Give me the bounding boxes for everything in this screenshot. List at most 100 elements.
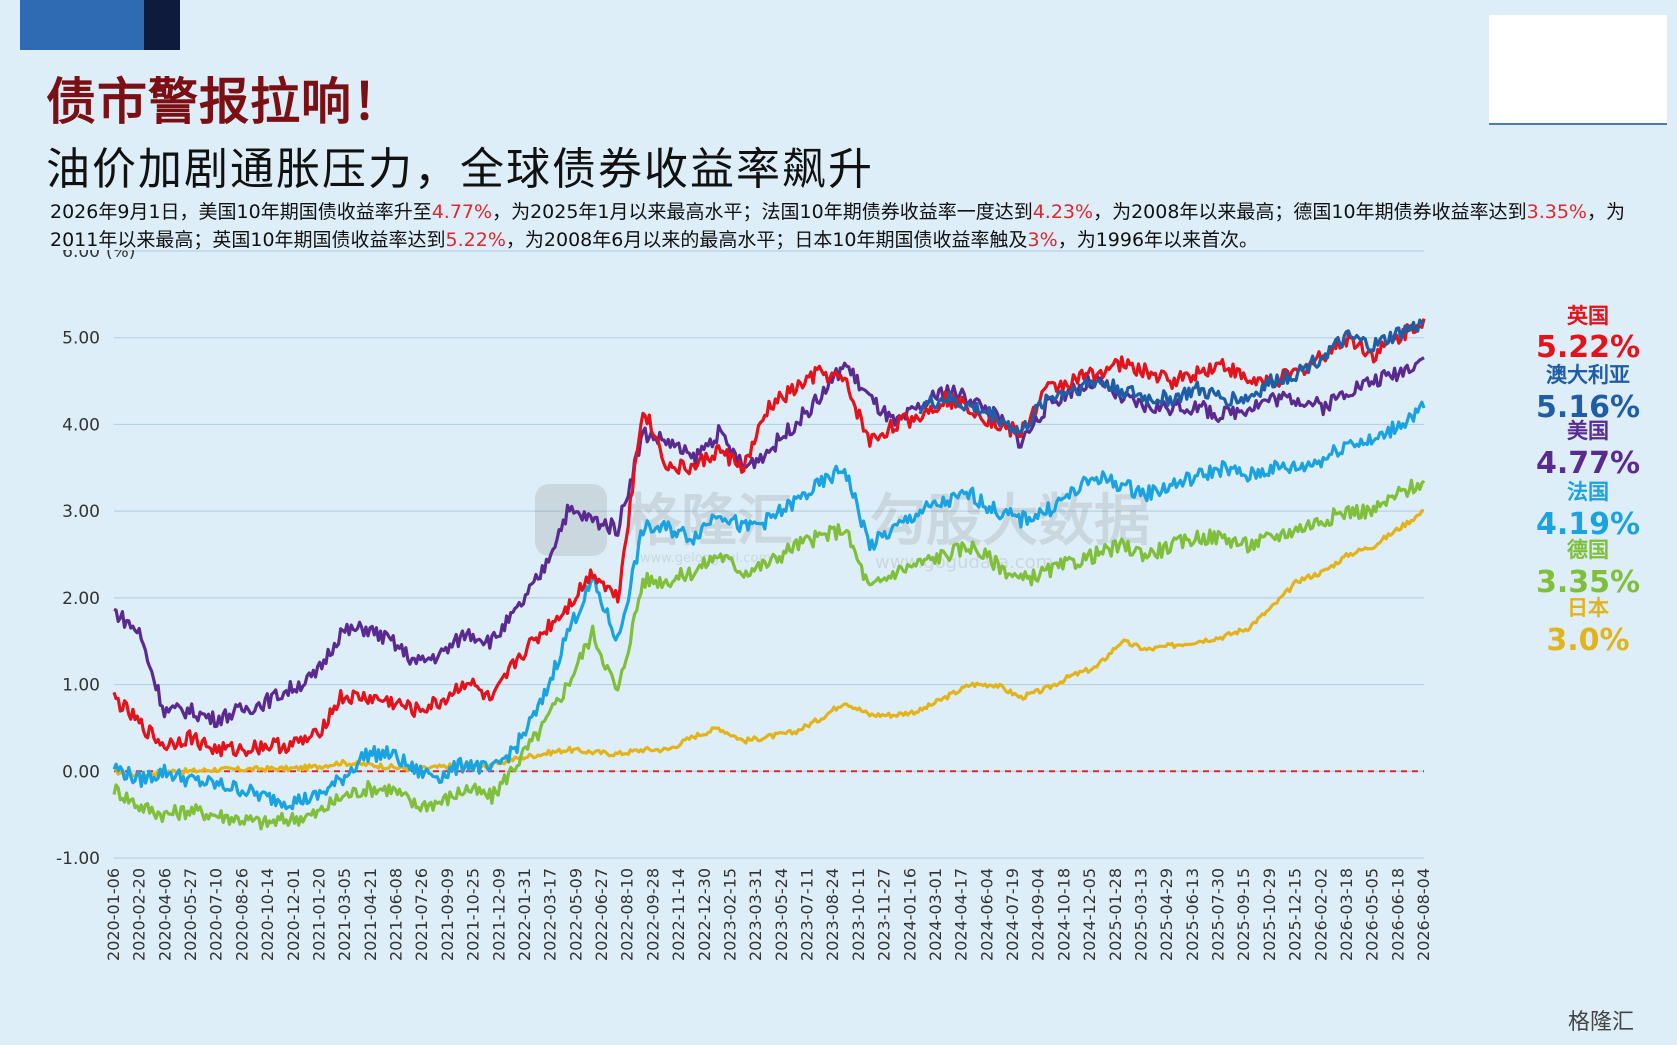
x-tick-label: 2026-05-05 (1363, 868, 1382, 961)
x-tick-label: 2023-05-24 (772, 868, 791, 961)
y-tick-label: 1.00 (62, 676, 100, 696)
x-tick-label: 2020-08-26 (232, 868, 251, 961)
x-tick-label: 2025-10-29 (1260, 868, 1279, 961)
desc-text: ，为2011年以来最高；英国10年期国债收益率达到 (50, 201, 1625, 251)
x-tick-label: 2022-05-09 (566, 868, 585, 961)
desc-text: ，为2008年6月以来的最高水平；日本10年期国债收益率触及 (505, 229, 1028, 251)
x-tick-label: 2023-02-15 (720, 868, 739, 961)
x-tick-label: 2026-02-02 (1311, 868, 1330, 961)
x-tick-label: 2020-10-14 (258, 868, 277, 961)
watermark-logo-icon (535, 484, 607, 556)
x-tick-label: 2024-06-04 (977, 868, 996, 961)
x-tick-label: 2022-03-17 (541, 868, 560, 961)
y-tick-label: -1.00 (56, 849, 100, 869)
y-tick-label: 5.00 (62, 329, 100, 349)
end-label-value-australia: 5.16% (1536, 390, 1640, 425)
x-tick-label: 2024-09-04 (1029, 868, 1048, 961)
highlight-value: 3.35% (1526, 201, 1587, 223)
header-accent-blue (20, 0, 144, 50)
x-tick-label: 2025-12-15 (1286, 868, 1305, 961)
x-tick-label: 2022-12-30 (695, 868, 714, 961)
end-labels: 英国5.22%澳大利亚 5.16%美国 4.77%法国 4.19%德国 3.35%日本 3… (1536, 304, 1640, 658)
series-line-germany (112, 478, 1426, 831)
x-tick-label: 2022-06-27 (592, 868, 611, 961)
x-tick-label: 2026-03-18 (1337, 868, 1356, 961)
y-tick-label: 0.00 (62, 762, 100, 782)
series-line-france (112, 400, 1426, 811)
end-label-country-australia: 澳大利亚 (1546, 363, 1630, 387)
end-label-value-uk: 5.22% (1536, 330, 1640, 365)
highlight-value: 4.77% (431, 201, 493, 223)
x-tick-label: 2023-08-24 (823, 868, 842, 961)
x-tick-label: 2022-08-10 (618, 868, 637, 961)
x-tick-label: 2022-11-14 (669, 868, 688, 961)
x-tick-label: 2024-04-17 (952, 868, 971, 961)
y-tick-label: 2.00 (62, 589, 100, 609)
end-label-country-japan: 日本 (1567, 596, 1609, 620)
x-tick-label: 2020-12-01 (284, 868, 303, 961)
end-label-value-france: 4.19% (1536, 507, 1640, 542)
watermark-brand-left: 格隆汇 (625, 489, 793, 554)
end-label-country-uk: 英国 (1567, 304, 1609, 328)
desc-text: ，为1996年以来首次。 (1057, 229, 1259, 251)
y-tick-label: 6.00 (62, 250, 100, 262)
end-label-value-us: 4.77% (1536, 446, 1640, 481)
end-label-value-germany: 3.35% (1536, 565, 1640, 600)
x-tick-label: 2021-09-09 (438, 868, 457, 961)
series-lines (112, 318, 1426, 831)
watermark-brand-right: 勾股大数据 (870, 489, 1150, 554)
end-label-country-france: 法国 (1567, 480, 1609, 504)
watermark: 格隆汇 www.gelonghui.com 勾股大数据 www.gogudata… (535, 484, 1150, 573)
x-tick-label: 2025-03-13 (1131, 868, 1150, 961)
highlight-value: 4.23% (1032, 201, 1094, 223)
x-tick-label: 2025-06-13 (1183, 868, 1202, 961)
x-tick-label: 2023-11-27 (875, 868, 894, 961)
end-label-country-us: 美国 (1567, 419, 1609, 443)
x-axis: 2020-01-06 2020-02-20 2020-04-06 2020-05-27… (104, 868, 1433, 961)
chart-grid (114, 250, 1424, 859)
end-label-country-germany: 德国 (1567, 538, 1609, 562)
x-tick-label: 2025-07-30 (1209, 868, 1228, 961)
y-tick-label: 3.00 (62, 502, 100, 522)
x-tick-label: 2023-03-31 (746, 868, 765, 961)
highlight-value: 3% (1027, 229, 1058, 251)
y-unit-label: (%) (106, 250, 135, 262)
series-line-australia (918, 318, 1425, 435)
x-tick-label: 2024-10-18 (1054, 868, 1073, 961)
x-tick-label: 2022-01-31 (515, 868, 534, 961)
x-tick-label: 2023-07-11 (798, 868, 817, 961)
x-tick-label: 2026-08-04 (1414, 868, 1433, 961)
x-tick-label: 2024-07-19 (1003, 868, 1022, 961)
x-tick-label: 2021-04-21 (361, 868, 380, 961)
end-label-value-japan: 3.0% (1546, 623, 1629, 658)
x-tick-label: 2024-12-05 (1080, 868, 1099, 961)
y-tick-label: 4.00 (62, 415, 100, 435)
x-tick-label: 2020-04-06 (155, 868, 174, 961)
series-line-us (113, 356, 1425, 729)
x-tick-label: 2020-07-10 (207, 868, 226, 961)
x-tick-label: 2020-01-06 (104, 868, 123, 961)
x-tick-label: 2021-03-05 (335, 868, 354, 961)
desc-text: ，为2025年1月以来最高水平；法国10年期债券收益率一度达到 (492, 201, 1033, 223)
desc-text: ，为2008年以来最高；德国10年期债券收益率达到 (1093, 201, 1527, 223)
page-subtitle: 油价加剧通胀压力，全球债券收益率飙升 (46, 144, 874, 195)
x-tick-label: 2021-10-25 (464, 868, 483, 961)
yield-line-chart: 格隆汇 www.gelonghui.com 勾股大数据 www.gogudata… (56, 250, 1640, 961)
logo-placeholder (1489, 15, 1667, 125)
x-tick-label: 2026-06-18 (1388, 868, 1407, 961)
y-axis: 6.00 5.00 4.00 3.00 2.00 1.00 0.00 -1.00 (%) (56, 250, 135, 869)
x-tick-label: 2024-01-16 (900, 868, 919, 961)
x-tick-label: 2023-10-11 (849, 868, 868, 961)
footer-brand: 格隆汇 (1568, 1010, 1635, 1035)
highlight-value: 5.22% (445, 229, 506, 251)
x-tick-label: 2021-07-26 (412, 868, 431, 961)
x-tick-label: 2025-01-28 (1106, 868, 1125, 961)
x-tick-label: 2020-05-27 (181, 868, 200, 961)
series-line-japan (113, 509, 1425, 779)
x-tick-label: 2022-09-28 (643, 868, 662, 961)
page-title: 债市警报拉响！ (46, 73, 403, 131)
x-tick-label: 2020-02-20 (130, 868, 149, 961)
x-tick-label: 2025-04-29 (1157, 868, 1176, 961)
desc-text: 2026年9月1日，美国10年期国债收益率升至 (50, 201, 432, 223)
x-tick-label: 2021-01-20 (309, 868, 328, 961)
